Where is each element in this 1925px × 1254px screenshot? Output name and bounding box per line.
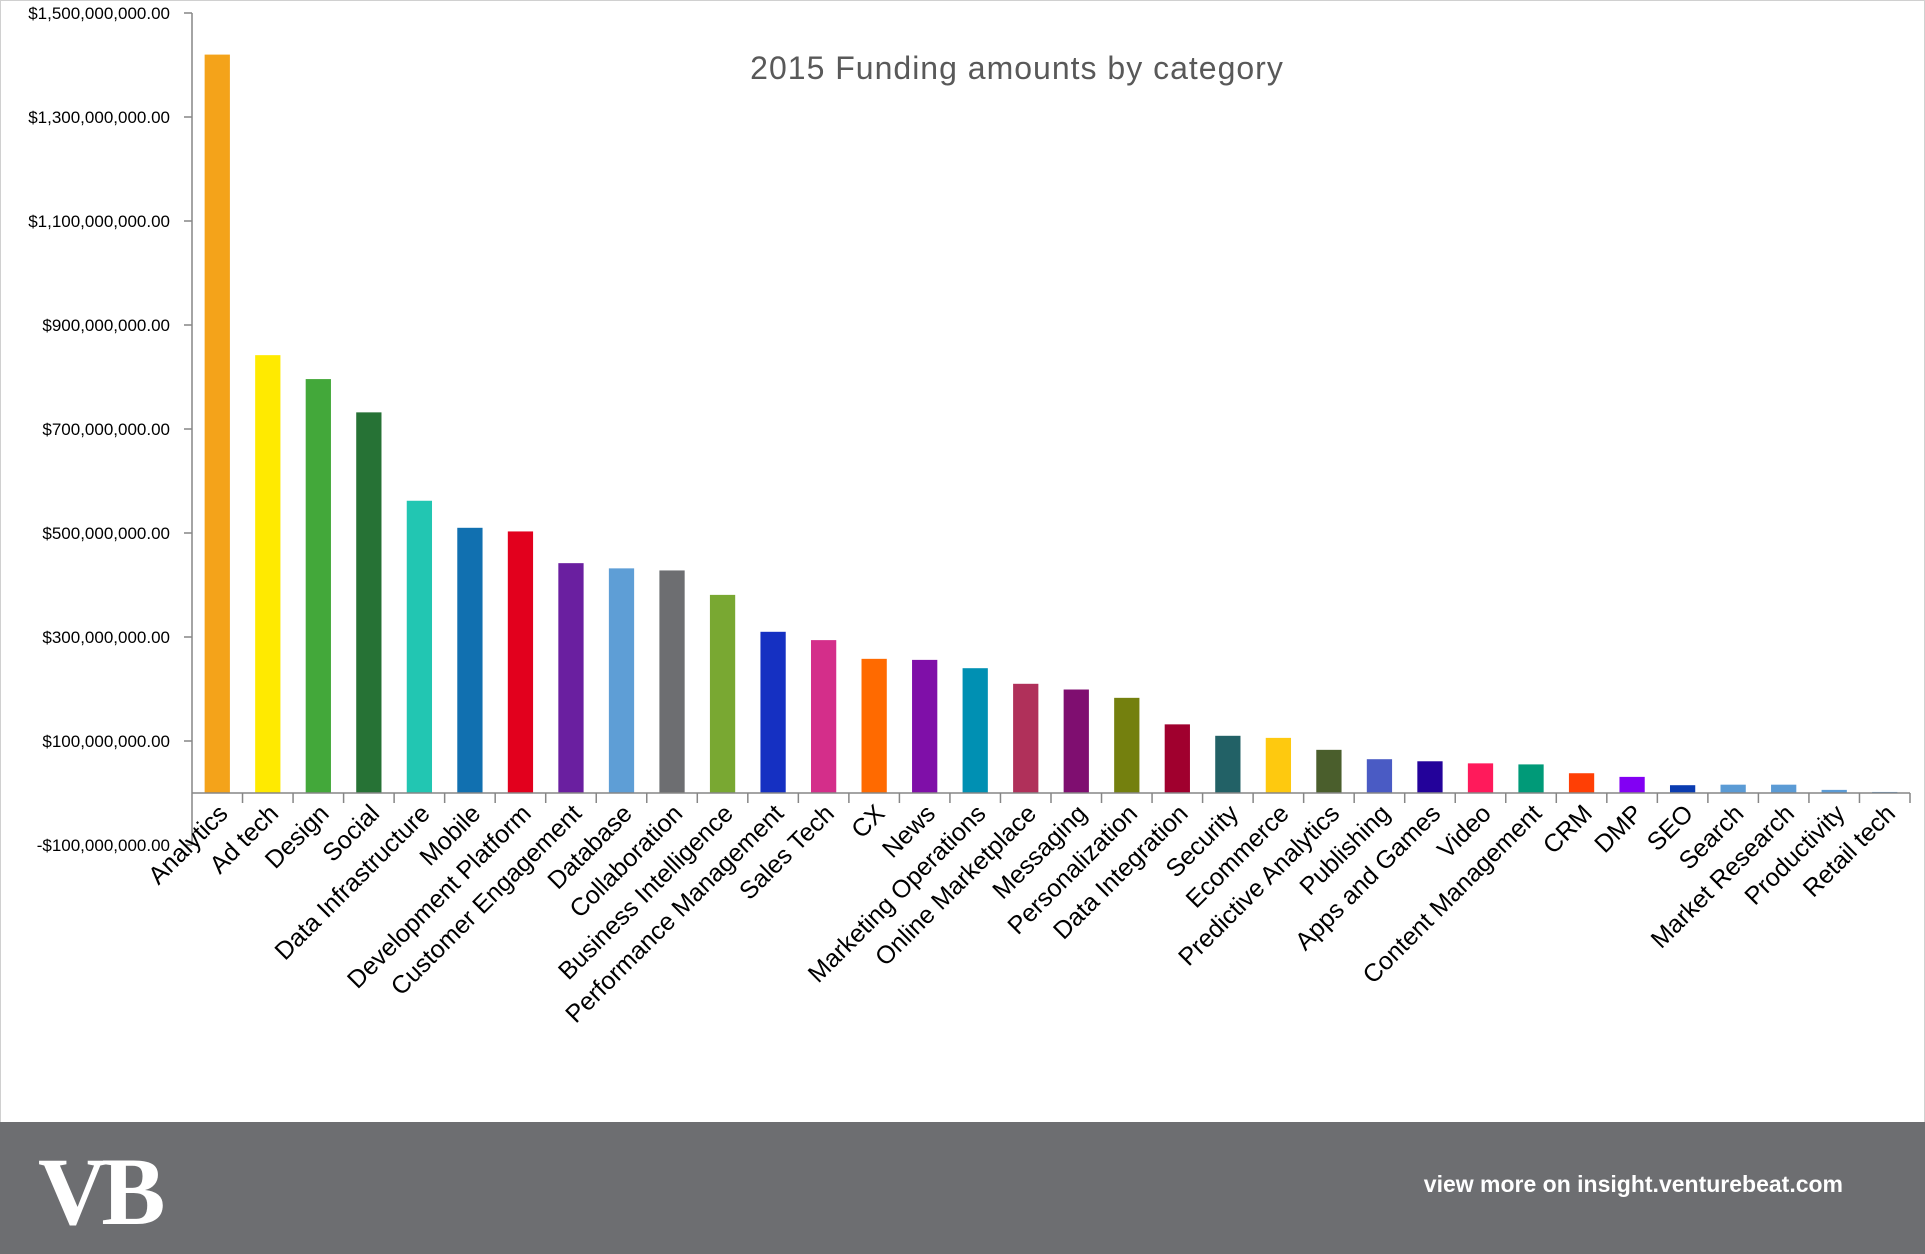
bar (760, 631, 786, 793)
bar (1366, 759, 1393, 793)
bar (558, 563, 584, 793)
bar (1013, 683, 1039, 793)
y-tick-label: -$100,000,000.00 (37, 836, 170, 855)
bar (709, 594, 736, 793)
bar (1063, 689, 1089, 793)
bar (1669, 785, 1696, 793)
bar (1114, 697, 1140, 793)
y-tick-label: $100,000,000.00 (42, 732, 170, 751)
bar (1518, 764, 1544, 793)
bar (1720, 784, 1746, 793)
bar (255, 355, 281, 793)
bar (1771, 784, 1797, 793)
bar (1265, 737, 1292, 793)
bar (659, 570, 685, 793)
bar (1215, 735, 1241, 793)
insight-link[interactable]: view more on insight.venturebeat.com (1423, 1171, 1843, 1197)
bar (861, 658, 887, 793)
bar (406, 500, 433, 793)
y-tick-label: $700,000,000.00 (42, 420, 170, 439)
bar (305, 379, 331, 793)
bar (1164, 724, 1190, 793)
y-tick-label: $1,300,000,000.00 (28, 108, 170, 127)
bar (962, 668, 988, 793)
bar (1316, 749, 1342, 793)
bar (204, 54, 230, 794)
y-tick-label: $1,500,000,000.00 (28, 4, 170, 23)
x-tick-label: CRM (1538, 799, 1598, 859)
bar (356, 412, 382, 793)
bar (1821, 789, 1847, 793)
y-tick-label: $300,000,000.00 (42, 628, 170, 647)
bar (1467, 763, 1494, 793)
chart-title: 2015 Funding amounts by category (750, 50, 1284, 86)
bar (912, 659, 938, 793)
bar (810, 640, 837, 793)
footer-bar: VB view more on insight.venturebeat.com (0, 1122, 1925, 1254)
venturebeat-logo[interactable]: VB (38, 1138, 165, 1245)
bar-chart: 2015 Funding amounts by category -$100,0… (28, 4, 1911, 1029)
bar (457, 527, 483, 793)
bar (608, 568, 635, 793)
x-tick-label: DMP (1589, 799, 1648, 858)
bar (507, 531, 534, 793)
bar (1568, 773, 1595, 793)
y-axis: -$100,000,000.00 $100,000,000.00 $300,000,… (28, 4, 193, 855)
y-tick-label: $500,000,000.00 (42, 524, 170, 543)
bar (1417, 761, 1443, 793)
y-tick-label: $1,100,000,000.00 (28, 212, 170, 231)
bar (1619, 776, 1645, 793)
y-tick-label: $900,000,000.00 (42, 316, 170, 335)
bars (204, 54, 1898, 794)
